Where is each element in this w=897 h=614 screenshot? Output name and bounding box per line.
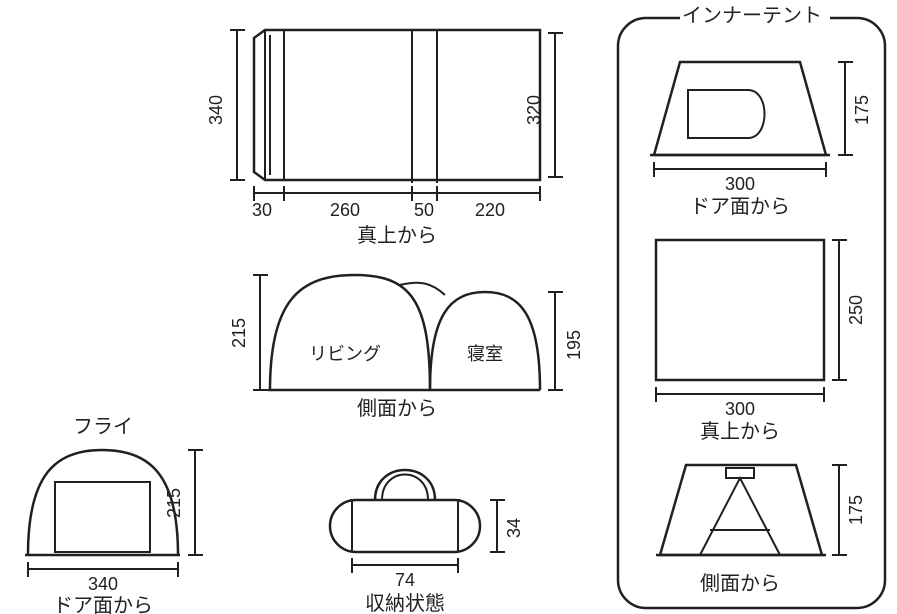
inner-title: インナーテント [682, 5, 822, 27]
fly-door-dim-w: 340 [28, 562, 178, 594]
living-label: リビング [309, 344, 381, 364]
dim-label: 195 [564, 330, 584, 360]
inner-side-dim-h: 175 [832, 465, 866, 555]
fly-top-bottom-dims: 30 260 50 220 [252, 186, 540, 220]
dim-label: 50 [414, 200, 434, 220]
storage-view [330, 470, 480, 552]
fly-top-label: 真上から [357, 224, 437, 247]
fly-side-dim-195: 195 [548, 292, 584, 390]
dim-label: 175 [852, 95, 872, 125]
dim-label: 215 [229, 318, 249, 348]
dim-label: 340 [88, 574, 118, 594]
inner-top-view [656, 240, 824, 380]
dim-label: 215 [164, 488, 184, 518]
dim-label: 340 [206, 95, 226, 125]
dim-label: 34 [504, 518, 524, 538]
inner-top-label: 真上から [700, 420, 780, 443]
inner-door-dim-h: 175 [838, 62, 872, 155]
dim-label: 300 [725, 174, 755, 194]
dim-label: 250 [846, 295, 866, 325]
dim-label: 320 [524, 95, 544, 125]
dim-label: 30 [252, 200, 272, 220]
fly-title: フライ [73, 416, 133, 438]
fly-top-dim-340: 340 [206, 30, 245, 180]
dim-label: 260 [330, 200, 360, 220]
dim-label: 74 [395, 570, 415, 590]
storage-label: 収納状態 [365, 592, 445, 614]
inner-door-view [650, 62, 830, 155]
bedroom-label: 寝室 [467, 344, 503, 364]
inner-top-dim-h: 250 [832, 240, 866, 380]
dim-label: 175 [846, 495, 866, 525]
inner-door-dim-w: 300 [654, 162, 826, 194]
storage-dim-w: 74 [352, 558, 458, 590]
fly-door-label: ドア面から [53, 595, 153, 614]
fly-side-dim-215: 215 [229, 275, 268, 390]
storage-dim-h: 34 [490, 500, 524, 552]
inner-door-label: ドア面から [690, 196, 790, 218]
fly-door-view [25, 450, 180, 555]
dim-label: 300 [725, 399, 755, 419]
fly-top-view [254, 30, 540, 183]
inner-side-view [656, 465, 826, 555]
dim-label: 220 [475, 200, 505, 220]
inner-side-label: 側面から [700, 572, 780, 595]
fly-door-dim-h: 215 [164, 450, 203, 555]
fly-top-dim-320: 320 [524, 33, 563, 177]
fly-side-view: リビング 寝室 [268, 275, 540, 390]
fly-side-label: 側面から [357, 397, 437, 420]
inner-top-dim-w: 300 [656, 387, 824, 419]
